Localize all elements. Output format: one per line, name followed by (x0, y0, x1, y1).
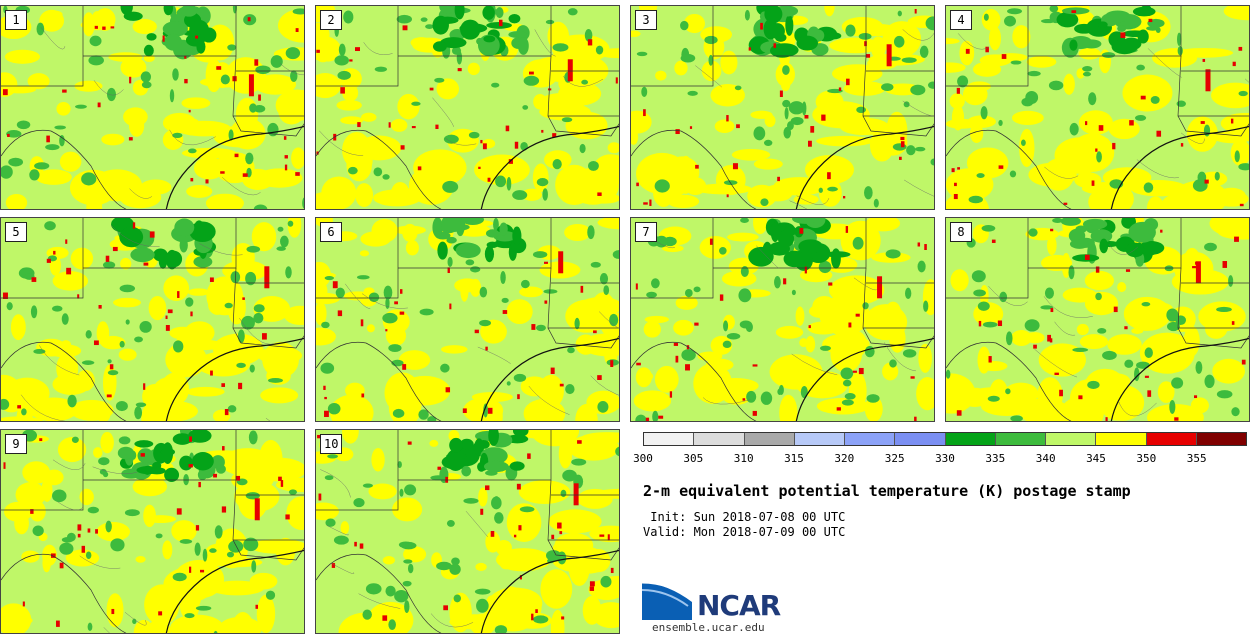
member-number-label: 2 (320, 10, 342, 30)
ensemble-member-panel[interactable]: 8 (945, 217, 1250, 422)
colorbar-segment (744, 433, 795, 445)
ensemble-member-panel[interactable]: 9 (0, 429, 305, 634)
colorbar-segment (1146, 433, 1197, 445)
member-number-label: 1 (5, 10, 27, 30)
theta-e-map (631, 218, 934, 421)
colorbar-tick-label: 320 (834, 452, 855, 465)
colorbar-segment (1046, 433, 1097, 445)
ensemble-member-panel[interactable]: 5 (0, 217, 305, 422)
plot-title: 2-m equivalent potential temperature (K)… (643, 482, 1131, 500)
theta-e-map (631, 6, 934, 209)
colorbar-tick-label: 310 (733, 452, 754, 465)
colorbar-tick-label: 330 (935, 452, 955, 465)
member-number-label: 9 (5, 434, 27, 454)
theta-e-map (316, 218, 619, 421)
theta-e-map (946, 218, 1249, 421)
colorbar-tick-label: 335 (985, 452, 1006, 465)
member-number-label: 8 (950, 222, 972, 242)
colorbar-segment (794, 433, 845, 445)
member-number-label: 6 (320, 222, 342, 242)
colorbar-tick-label: 345 (1086, 452, 1106, 465)
colorbar-segment (1196, 433, 1246, 445)
colorbar-tick-label: 315 (784, 452, 804, 465)
theta-e-map (316, 6, 619, 209)
init-time: Init: Sun 2018-07-08 00 UTC (643, 510, 846, 524)
colorbar-segment (845, 433, 896, 445)
ensemble-member-panel[interactable]: 10 (315, 429, 620, 634)
colorbar-tick-label: 340 (1035, 452, 1056, 465)
colorbar-segment (644, 433, 695, 445)
theta-e-map (1, 218, 304, 421)
member-number-label: 4 (950, 10, 972, 30)
ncar-logo-text: NCAR (697, 589, 781, 622)
colorbar-tick-label: 300 (633, 452, 653, 465)
colorbar-segment (995, 433, 1046, 445)
ensemble-member-panel[interactable]: 6 (315, 217, 620, 422)
colorbar-tick-label: 355 (1186, 452, 1207, 465)
member-number-label: 10 (320, 434, 343, 454)
ensemble-member-panel[interactable]: 3 (630, 5, 935, 210)
colorbar-segment (694, 433, 745, 445)
member-number-label: 7 (635, 222, 657, 242)
theta-e-map (1, 6, 304, 209)
ncar-logo-icon (642, 580, 693, 620)
ensemble-member-panel[interactable]: 1 (0, 5, 305, 210)
valid-time: Valid: Mon 2018-07-09 00 UTC (643, 525, 846, 539)
theta-e-map (316, 430, 619, 633)
ensemble-member-panel[interactable]: 7 (630, 217, 935, 422)
ensemble-url[interactable]: ensemble.ucar.edu (652, 621, 765, 634)
member-number-label: 5 (5, 222, 27, 242)
member-number-label: 3 (635, 10, 657, 30)
ensemble-member-panel[interactable]: 4 (945, 5, 1250, 210)
theta-e-map (1, 430, 304, 633)
colorbar-tick-label: 305 (683, 452, 704, 465)
ensemble-member-panel[interactable]: 2 (315, 5, 620, 210)
colorbar-tick-label: 325 (884, 452, 905, 465)
colorbar (643, 432, 1247, 446)
colorbar-tick-labels: 300 305 310 315 320 325 330 335 340 345 350 355 (633, 452, 1247, 466)
colorbar-segment (895, 433, 946, 445)
theta-e-map (946, 6, 1249, 209)
colorbar-tick-label: 350 (1136, 452, 1157, 465)
colorbar-segment (945, 433, 996, 445)
colorbar-segment (1096, 433, 1147, 445)
